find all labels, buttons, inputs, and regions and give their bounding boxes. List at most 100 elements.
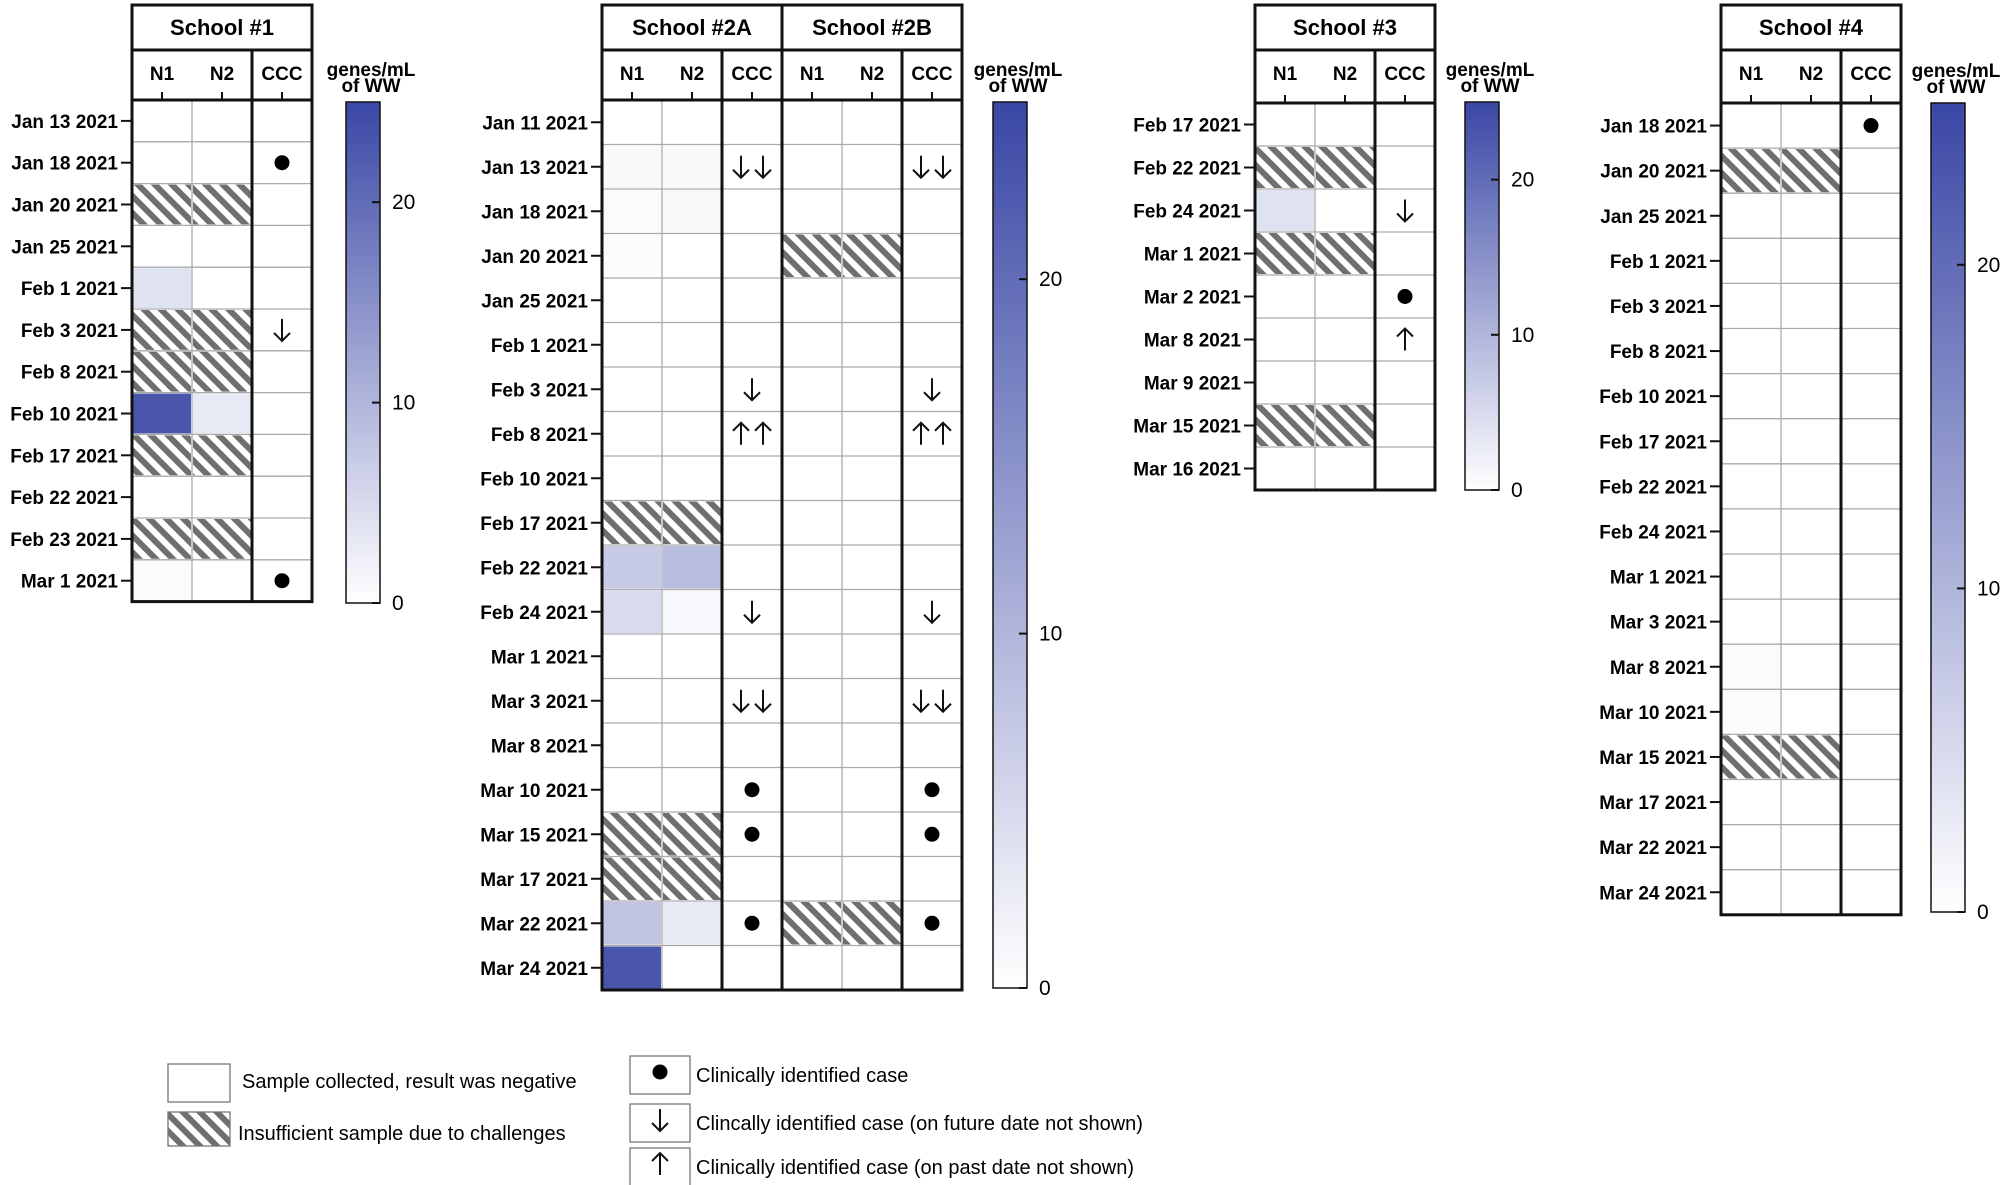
value-cell	[603, 679, 661, 722]
value-cell	[603, 946, 661, 989]
column-label: N2	[1799, 64, 1823, 85]
value-cell	[1722, 419, 1780, 463]
value-cell	[603, 190, 661, 233]
ccc-marker-up2-head	[912, 421, 930, 432]
date-label: Mar 17 2021	[480, 870, 588, 891]
insufficient-cell	[663, 501, 721, 544]
value-cell	[783, 279, 841, 322]
insufficient-cell	[783, 902, 841, 945]
colorbar-tick-label: 0	[1977, 901, 1989, 924]
date-label: Feb 10 2021	[10, 405, 118, 426]
date-label: Feb 3 2021	[21, 321, 119, 342]
value-cell	[603, 145, 661, 188]
date-label: Jan 18 2021	[481, 202, 588, 223]
value-cell	[1782, 284, 1840, 328]
value-cell	[663, 145, 721, 188]
value-cell	[783, 323, 841, 366]
value-cell	[843, 768, 901, 811]
date-label: Feb 17 2021	[10, 446, 118, 467]
insufficient-cell	[1316, 147, 1374, 188]
value-cell	[843, 857, 901, 900]
value-cell	[783, 857, 841, 900]
value-cell	[603, 101, 661, 144]
colorbar-tick-label: 20	[1511, 169, 1534, 192]
ccc-marker-down-head	[273, 332, 291, 343]
insufficient-cell	[1256, 147, 1314, 188]
value-cell	[1782, 870, 1840, 914]
value-cell	[1782, 194, 1840, 238]
insufficient-cell	[603, 501, 661, 544]
panel-4: School #4 N1 N2 CCC Jan 18 2021 Jan 20 2021 Ja…	[1599, 3, 2001, 924]
insufficient-cell	[1722, 735, 1780, 779]
panel-frame	[130, 3, 314, 604]
group-header: School #2B	[812, 15, 932, 40]
ccc-marker-dot	[1397, 289, 1413, 304]
date-label: Mar 16 2021	[1133, 460, 1241, 481]
colorbar	[345, 101, 381, 604]
value-cell	[663, 946, 721, 989]
date-label: Mar 3 2021	[1610, 613, 1708, 634]
legend-insufficient-label: Insufficient sample due to challenges	[238, 1123, 566, 1145]
date-label: Mar 1 2021	[1144, 245, 1242, 266]
value-cell	[783, 101, 841, 144]
insufficient-cell	[603, 857, 661, 900]
value-cell	[783, 145, 841, 188]
colorbar-title: of WW	[988, 76, 1047, 97]
date-label: Mar 15 2021	[1133, 417, 1241, 438]
value-cell	[843, 546, 901, 589]
colorbar-tick-label: 10	[1977, 577, 2000, 600]
value-cell	[1722, 509, 1780, 553]
column-label: N1	[150, 64, 175, 85]
value-cell	[1782, 555, 1840, 599]
date-label: Feb 8 2021	[1610, 342, 1708, 363]
value-cell	[1722, 284, 1780, 328]
value-cell	[603, 368, 661, 411]
insufficient-cell	[1722, 149, 1780, 193]
value-cell	[1782, 239, 1840, 283]
value-cell	[193, 101, 251, 141]
value-cell	[1722, 780, 1780, 824]
insufficient-cell	[663, 857, 721, 900]
ccc-marker-down2-head	[912, 703, 930, 714]
value-cell	[783, 501, 841, 544]
value-cell	[1316, 190, 1374, 231]
ccc-marker-down2-head	[732, 703, 750, 714]
date-label: Jan 20 2021	[1600, 162, 1707, 183]
date-label: Mar 8 2021	[491, 736, 589, 757]
colorbar-title: genes/mL	[974, 60, 1063, 81]
value-cell	[663, 724, 721, 767]
insufficient-cell	[1782, 735, 1840, 779]
value-cell	[843, 679, 901, 722]
column-label: CCC	[1384, 64, 1425, 85]
colorbar-title: genes/mL	[1912, 61, 2001, 82]
value-cell	[783, 368, 841, 411]
value-cell	[1782, 329, 1840, 373]
column-label: N2	[1333, 64, 1357, 85]
ccc-marker-up2-head	[732, 421, 750, 432]
legend-negative-swatch	[167, 1063, 231, 1103]
panel-1: School #1 N1 N2 CCC Jan 13 2021 Jan 18 2021 Ja…	[10, 3, 416, 615]
date-label: Jan 13 2021	[481, 158, 588, 179]
insufficient-cell	[193, 310, 251, 350]
ccc-marker-dot	[924, 915, 940, 931]
value-cell	[1782, 690, 1840, 734]
date-label: Feb 23 2021	[10, 530, 118, 551]
insufficient-cell	[133, 184, 191, 225]
value-cell	[663, 546, 721, 589]
value-cell	[193, 477, 251, 517]
date-label: Mar 1 2021	[21, 572, 119, 593]
date-label: Jan 25 2021	[481, 291, 588, 312]
value-cell	[1722, 194, 1780, 238]
value-cell	[133, 101, 191, 141]
value-cell	[843, 501, 901, 544]
value-cell	[603, 279, 661, 322]
date-label: Feb 17 2021	[1133, 116, 1241, 137]
value-cell	[843, 368, 901, 411]
insufficient-cell	[663, 813, 721, 856]
value-cell	[603, 590, 661, 633]
insufficient-cell	[133, 519, 191, 559]
value-cell	[1256, 190, 1314, 231]
colorbar	[1464, 101, 1500, 491]
value-cell	[663, 679, 721, 722]
value-cell	[1782, 374, 1840, 418]
